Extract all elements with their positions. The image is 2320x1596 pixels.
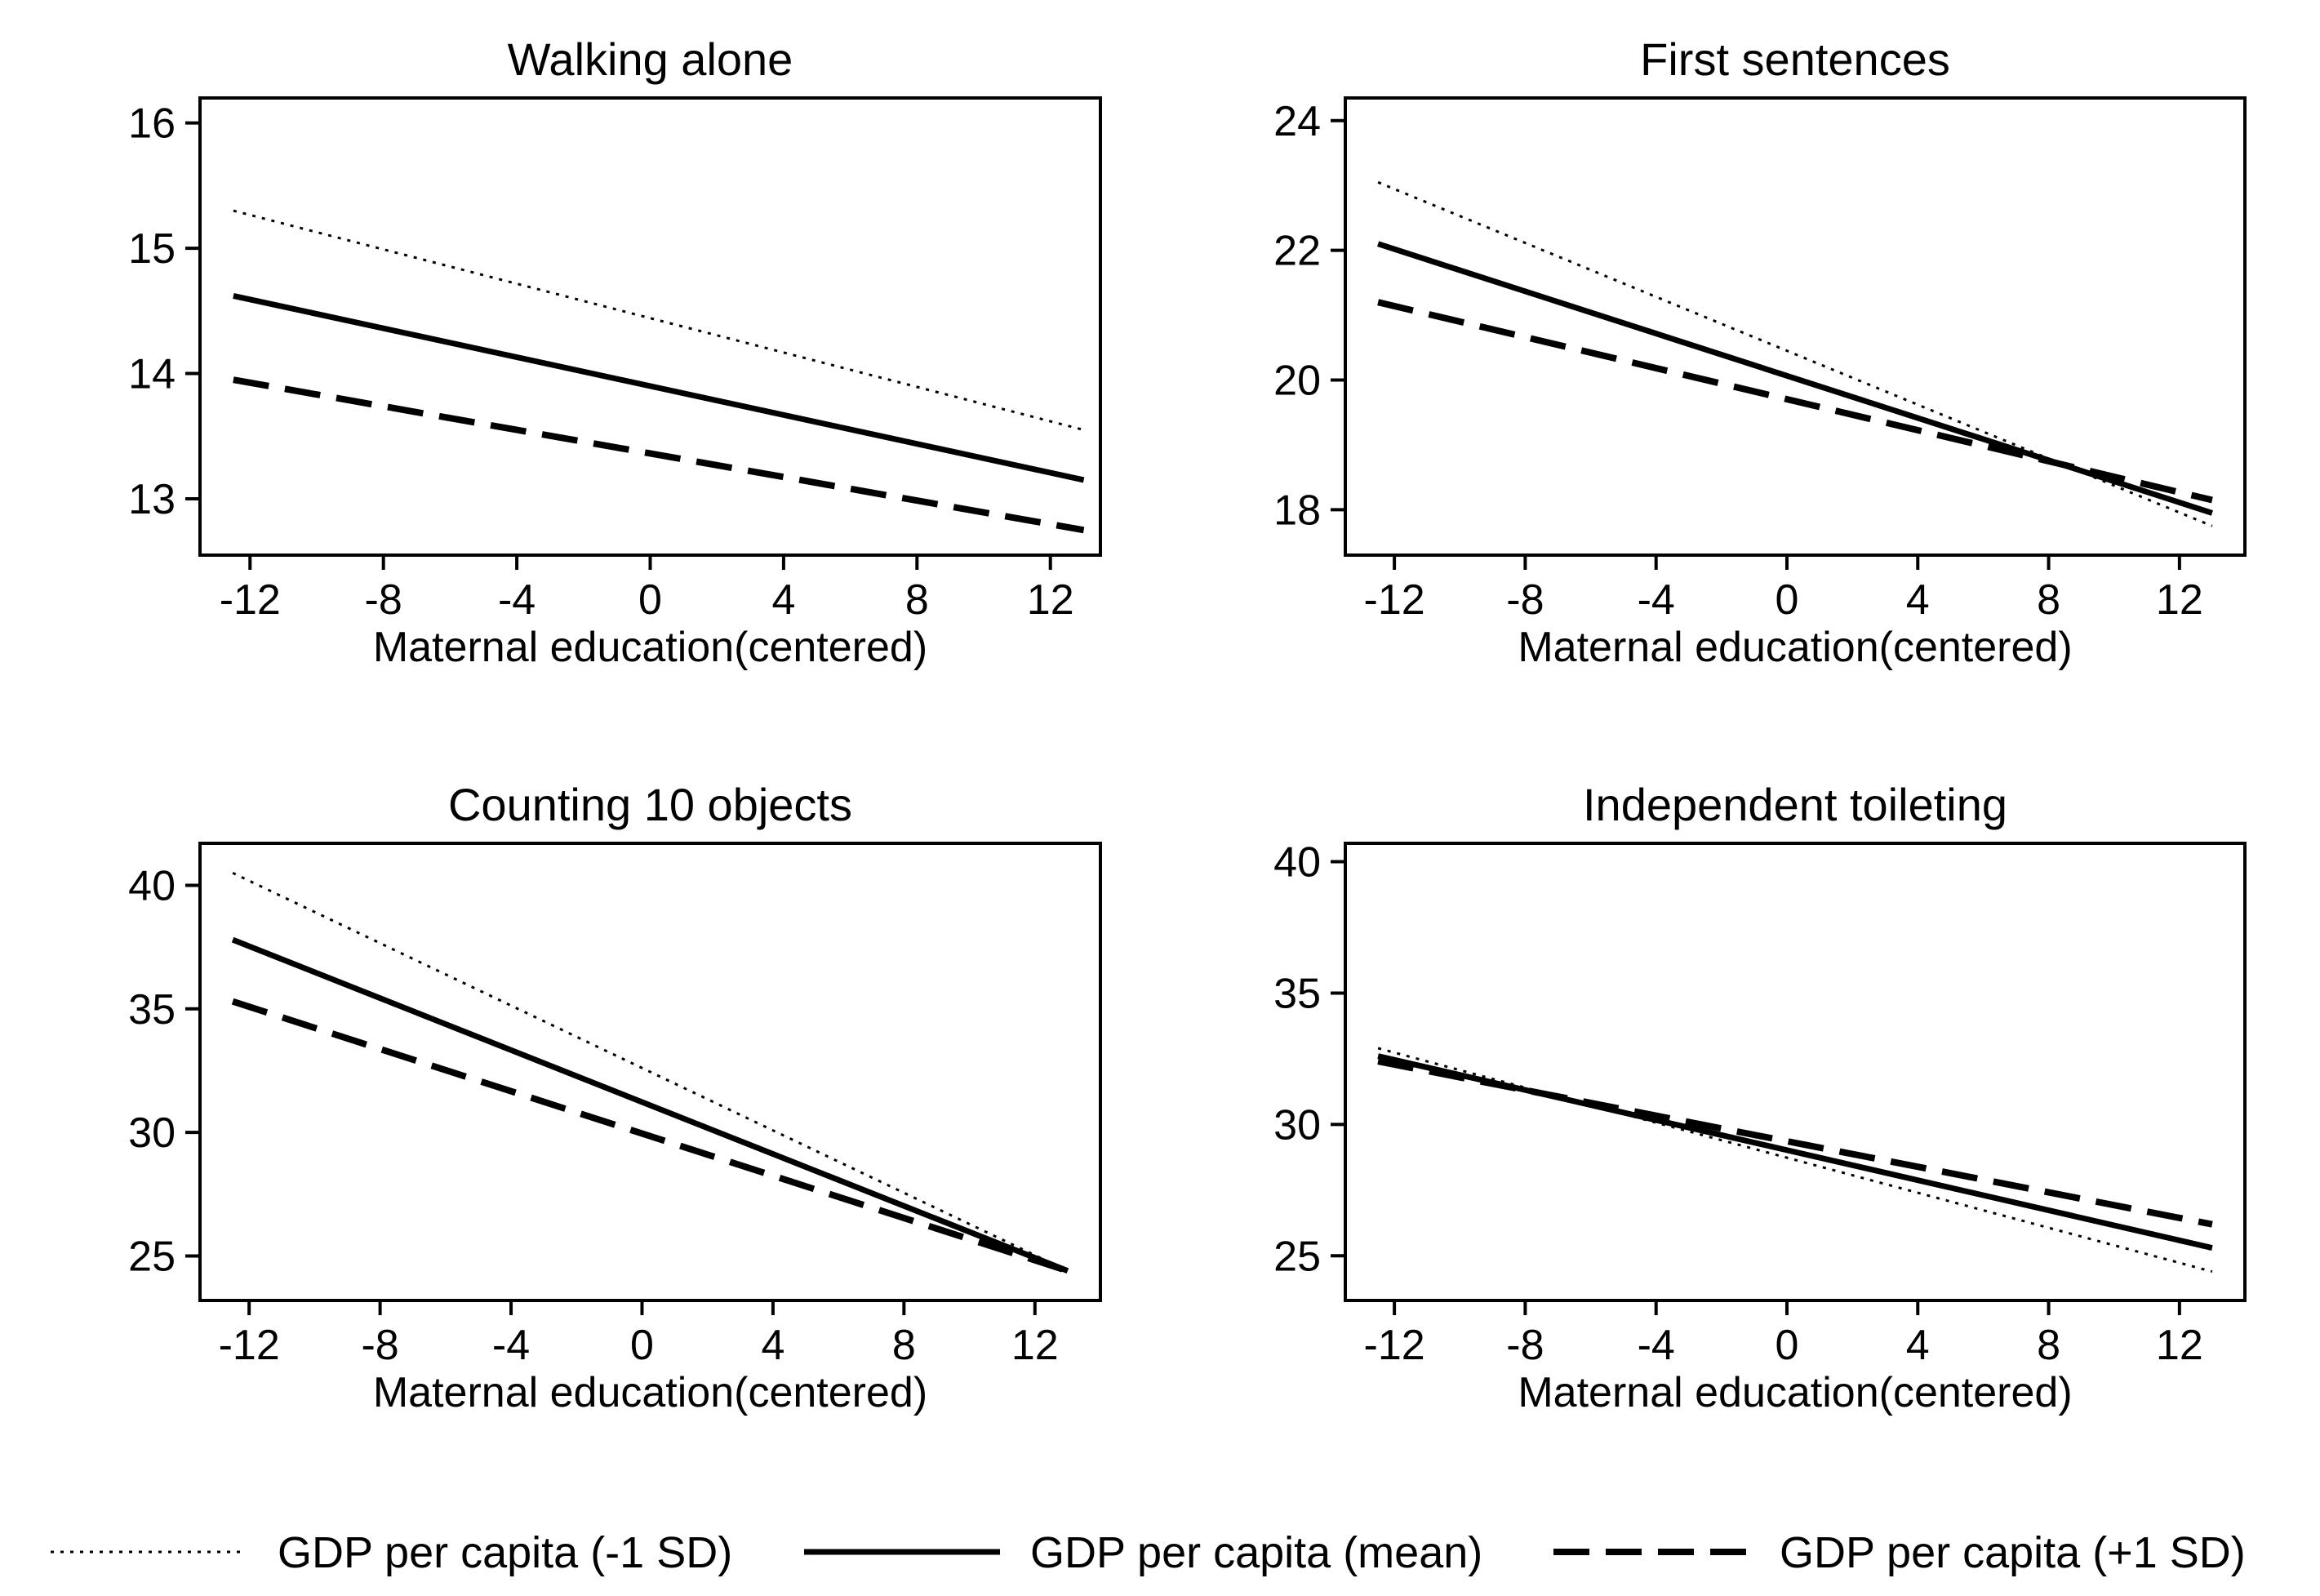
y-tick-label: 14 xyxy=(128,351,176,398)
x-tick-label: 12 xyxy=(2156,576,2203,624)
y-tick-label: 15 xyxy=(128,225,176,273)
series-line-mean xyxy=(1377,241,2213,516)
x-tick-label: 0 xyxy=(630,1322,654,1369)
panel-title: Counting 10 objects xyxy=(448,779,852,830)
series-line-plus-1sd xyxy=(231,998,1069,1274)
x-tick-label: 0 xyxy=(638,576,662,624)
x-tick-label: -4 xyxy=(1638,1322,1675,1369)
y-tick-label: 24 xyxy=(1273,98,1321,145)
y-tick-label: 35 xyxy=(1273,970,1321,1017)
x-tick-label: 12 xyxy=(1027,576,1074,624)
y-tick-label: 30 xyxy=(128,1109,176,1157)
x-tick-label: 0 xyxy=(1776,576,1799,624)
x-tick-label: 8 xyxy=(2037,1322,2060,1369)
x-tick-label: -4 xyxy=(498,576,536,624)
x-axis-label: Maternal education(centered) xyxy=(1518,1369,2072,1416)
y-tick-label: 25 xyxy=(128,1234,176,1281)
x-tick-label: -12 xyxy=(1364,576,1425,624)
series-line-minus-1sd xyxy=(232,871,1069,1273)
series-line-plus-1sd xyxy=(1377,1058,2213,1228)
panel-title: Independent toileting xyxy=(1583,779,2007,830)
plot-frame xyxy=(198,96,1102,557)
series-line-mean xyxy=(233,292,1085,483)
chart-panel-4: Independent toileting -12 -8 -4 0 4 8 12 25 30 35 4… xyxy=(1273,779,2247,1416)
panel-title: First sentences xyxy=(1640,33,1950,85)
x-tick-label: 4 xyxy=(1906,1322,1930,1369)
plot-frame xyxy=(198,842,1102,1302)
series-line-minus-1sd xyxy=(1377,180,2213,527)
x-tick-label: 8 xyxy=(2037,576,2060,624)
plot-frame xyxy=(1344,842,2247,1302)
x-tick-label: -12 xyxy=(1364,1322,1425,1369)
chart-panel-2: First sentences -12 -8 -4 0 4 8 12 18 20 22 24 Mater… xyxy=(1273,33,2247,671)
x-tick-label: 4 xyxy=(761,1322,784,1369)
x-tick-label: -8 xyxy=(365,576,402,624)
legend: GDP per capita (-1 SD) GDP per capita (m… xyxy=(51,1528,2246,1577)
x-tick-label: 8 xyxy=(892,1322,916,1369)
x-tick-label: 4 xyxy=(771,576,795,624)
legend-label-plus-1sd: GDP per capita (+1 SD) xyxy=(1780,1528,2246,1577)
y-tick-label: 22 xyxy=(1273,228,1321,275)
x-tick-label: -12 xyxy=(219,1322,280,1369)
chart-panel-3: Counting 10 objects -12 -8 -4 0 4 8 12 25 30 35 40 M… xyxy=(128,779,1102,1416)
x-axis-label: Maternal education(centered) xyxy=(373,1369,927,1416)
series-line-mean xyxy=(1377,1053,2213,1251)
series-line-minus-1sd xyxy=(1377,1047,2213,1274)
y-tick-label: 25 xyxy=(1273,1233,1321,1280)
series-line-plus-1sd xyxy=(233,376,1085,534)
x-axis-label: Maternal education(centered) xyxy=(373,624,927,671)
x-tick-label: 0 xyxy=(1776,1322,1799,1369)
x-tick-label: 12 xyxy=(2156,1322,2203,1369)
panels: Walking alone -12 -8 -4 0 4 8 12 13 14 15 16 Materna… xyxy=(128,33,2247,1416)
chart-panel-1: Walking alone -12 -8 -4 0 4 8 12 13 14 15 16 Materna… xyxy=(128,33,1102,671)
y-tick-label: 18 xyxy=(1273,487,1321,534)
x-tick-label: 12 xyxy=(1011,1322,1059,1369)
series-line-minus-1sd xyxy=(233,209,1084,432)
legend-label-minus-1sd: GDP per capita (-1 SD) xyxy=(278,1528,732,1577)
x-tick-label: -8 xyxy=(1506,576,1544,624)
x-tick-label: -8 xyxy=(361,1322,398,1369)
y-tick-label: 40 xyxy=(128,862,176,909)
y-tick-label: 30 xyxy=(1273,1101,1321,1149)
y-tick-label: 20 xyxy=(1273,358,1321,405)
x-tick-label: -8 xyxy=(1506,1322,1544,1369)
y-tick-label: 13 xyxy=(128,476,176,523)
x-tick-label: 8 xyxy=(905,576,929,624)
y-tick-label: 40 xyxy=(1273,839,1321,887)
x-tick-label: -4 xyxy=(1638,576,1675,624)
y-tick-label: 35 xyxy=(128,986,176,1034)
x-tick-label: -12 xyxy=(220,576,281,624)
x-tick-label: -4 xyxy=(492,1322,530,1369)
legend-label-mean: GDP per capita (mean) xyxy=(1030,1528,1482,1577)
x-axis-label: Maternal education(centered) xyxy=(1518,624,2072,671)
series-line-plus-1sd xyxy=(1377,299,2213,504)
plot-frame xyxy=(1344,96,2247,557)
panel-title: Walking alone xyxy=(508,33,793,85)
series-line-mean xyxy=(231,936,1069,1274)
x-tick-label: 4 xyxy=(1906,576,1930,624)
y-tick-label: 16 xyxy=(128,100,176,148)
